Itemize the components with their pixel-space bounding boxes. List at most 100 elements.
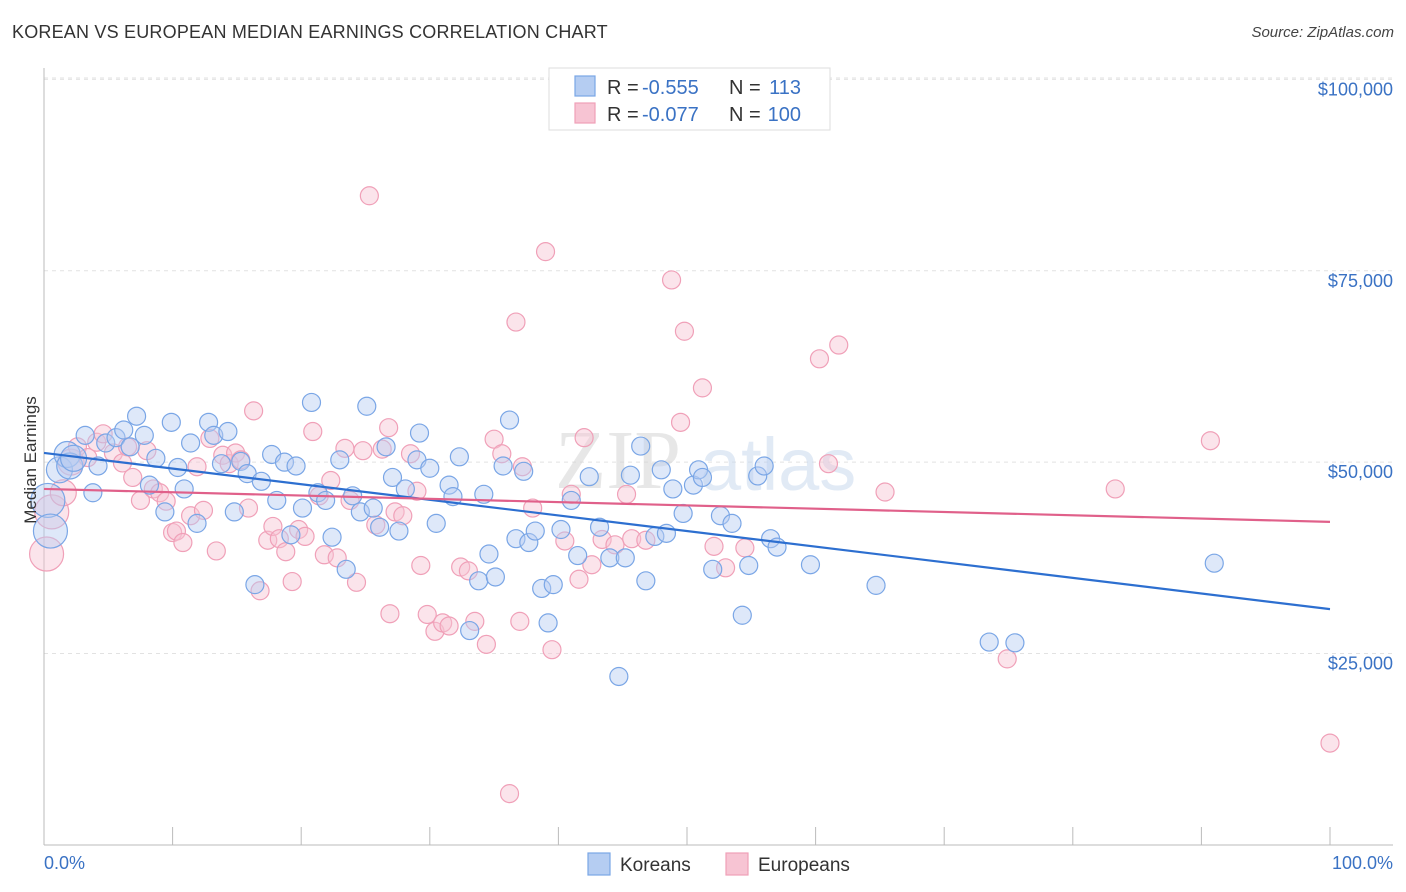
korean-point-18 [161, 412, 181, 432]
european-point-19 [173, 532, 193, 553]
legend-label-koreans: Koreans [620, 855, 691, 876]
korean-point-73 [543, 575, 563, 595]
european-point-71 [535, 242, 556, 262]
european-point-91 [818, 454, 839, 474]
source-credit: Source: ZipAtlas.com [1251, 24, 1394, 41]
korean-point-89 [673, 503, 693, 524]
korean-point-68 [514, 461, 534, 481]
korean-point-74 [551, 519, 571, 540]
legend-label-europeans: Europeans [758, 855, 850, 876]
korean-point-86 [651, 460, 671, 480]
european-point-86 [692, 378, 713, 398]
y-axis-title: Median Earnings [21, 396, 40, 524]
x-tick-label-max: 100.0% [1332, 853, 1393, 873]
korean-point-20 [174, 479, 194, 499]
korean-point-37 [292, 498, 313, 518]
watermark-atlas: atlas [700, 423, 856, 506]
stats-legend-n-label-europeans: N = [729, 104, 761, 126]
european-point-94 [997, 649, 1017, 669]
korean-point-34 [274, 452, 295, 472]
korean-point-1 [32, 513, 69, 549]
european-point-57 [417, 604, 437, 625]
stats-legend-r-value-koreans: -0.555 [642, 77, 699, 99]
legend-swatch-koreans [587, 852, 611, 876]
stats-legend-n-label-koreans: N = [729, 77, 761, 99]
korean-point-97 [739, 555, 759, 576]
stats-legend: R = -0.555 N = 113 R = -0.077 N = 100 [548, 67, 831, 131]
european-point-30 [244, 401, 264, 421]
korean-point-96 [732, 605, 752, 625]
watermark: ZIP atlas [555, 414, 856, 507]
korean-point-24 [204, 425, 224, 445]
european-point-63 [465, 611, 485, 631]
y-tick-label-2: $75,000 [1328, 271, 1393, 291]
korean-point-21 [181, 433, 201, 453]
european-point-99 [510, 611, 530, 631]
chart-title: KOREAN VS EUROPEAN MEDIAN EARNINGS CORRE… [12, 22, 608, 42]
stats-legend-swatch-koreans [574, 75, 596, 97]
stats-legend-r-label-koreans: R = [607, 77, 639, 99]
european-point-31 [250, 581, 270, 601]
korean-point-14 [134, 425, 154, 445]
korean-point-56 [426, 513, 446, 533]
korean-point-48 [370, 517, 390, 537]
european-point-42 [321, 470, 341, 491]
european-point-64 [476, 634, 496, 654]
korean-point-47 [363, 498, 383, 518]
korean-point-104 [979, 632, 999, 652]
european-point-46 [346, 572, 367, 592]
korean-point-31 [251, 471, 271, 491]
korean-point-13 [126, 406, 147, 426]
european-point-78 [592, 529, 612, 550]
stats-legend-n-value-koreans: 113 [769, 77, 801, 99]
european-point-97 [1320, 733, 1340, 753]
korean-point-92 [692, 467, 713, 488]
stats-legend-r-value-europeans: -0.077 [642, 104, 699, 126]
european-point-29 [238, 498, 259, 518]
european-point-39 [303, 421, 323, 442]
european-point-76 [574, 428, 594, 448]
european-point-0 [28, 536, 65, 572]
european-point-73 [555, 531, 575, 551]
korean-point-16 [146, 448, 166, 468]
korean-point-26 [218, 421, 238, 442]
european-point-80 [616, 484, 637, 504]
european-point-87 [704, 536, 724, 556]
european-point-35 [276, 542, 296, 562]
korean-point-83 [631, 436, 651, 456]
korean-point-61 [469, 571, 489, 591]
european-point-89 [735, 538, 755, 558]
european-point-56 [411, 555, 431, 576]
korean-point-66 [499, 410, 520, 430]
korean-point-35 [281, 525, 301, 545]
korean-point-64 [485, 567, 505, 587]
korean-point-9 [96, 433, 116, 453]
european-point-55 [407, 481, 427, 501]
korean-point-51 [389, 521, 409, 541]
korean-point-4 [56, 452, 84, 480]
korean-point-36 [286, 456, 306, 476]
koreans-trend-line [43, 451, 1331, 611]
korean-point-2 [45, 456, 74, 484]
korean-point-71 [532, 578, 552, 599]
stats-legend-swatch-europeans [574, 102, 596, 124]
korean-point-79 [600, 548, 620, 568]
european-point-24 [206, 541, 226, 561]
korean-point-69 [519, 532, 539, 553]
korean-point-46 [357, 396, 377, 416]
series-legend: Koreans Europeans [587, 852, 850, 876]
european-point-53 [393, 506, 413, 526]
korean-point-8 [88, 456, 108, 476]
korean-point-81 [615, 548, 635, 568]
x-tick-label-min: 0.0% [44, 853, 85, 873]
korean-point-22 [187, 513, 207, 533]
korean-point-11 [114, 420, 134, 440]
korean-point-10 [106, 428, 126, 448]
stats-legend-r-label-europeans: R = [607, 104, 639, 126]
korean-point-49 [376, 437, 396, 457]
european-point-62 [458, 561, 478, 581]
korean-point-76 [568, 545, 588, 566]
korean-point-98 [748, 466, 768, 486]
korean-point-70 [525, 521, 545, 541]
european-point-66 [492, 444, 512, 464]
